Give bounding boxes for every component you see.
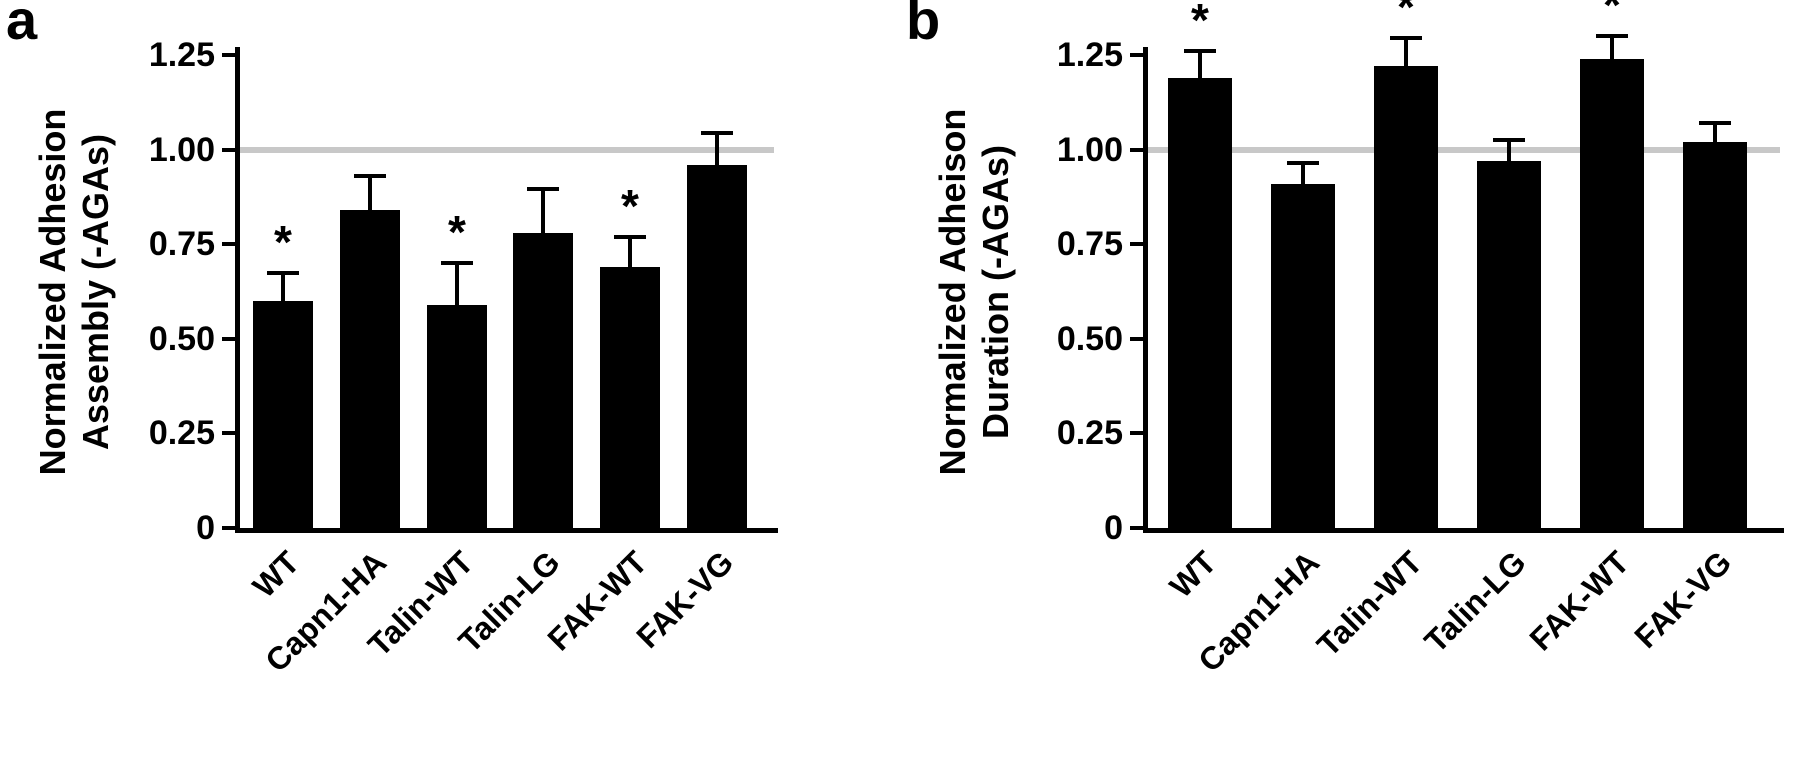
bar (1374, 66, 1438, 528)
error-bar-cap-top (527, 187, 559, 191)
error-bar-cap-bottom (1596, 79, 1628, 83)
error-bar-cap-top (614, 235, 646, 239)
error-bar-cap-top (267, 271, 299, 275)
y-tick-mark (222, 148, 235, 152)
error-bar-cap-top (1493, 138, 1525, 142)
error-bar-cap-bottom (1493, 180, 1525, 184)
error-bar-line (1301, 163, 1305, 204)
bar (687, 165, 747, 528)
x-axis-line (235, 528, 778, 533)
error-bar-cap-top (1699, 121, 1731, 125)
error-bar-line (715, 133, 719, 197)
panel-a: a Normalized Adhesion Assembly (-AGAs) 0… (6, 0, 778, 679)
y-tick-mark (222, 526, 235, 530)
y-axis-line (235, 47, 240, 528)
error-bar-line (1507, 140, 1511, 182)
y-tick-mark (1130, 242, 1143, 246)
y-tick-label: 1.25 (148, 36, 215, 74)
bar (1168, 78, 1232, 528)
error-bar-cap-top (1184, 49, 1216, 53)
significance-asterisk: * (1191, 0, 1209, 46)
bar (1271, 184, 1335, 528)
significance-asterisk: * (1603, 0, 1621, 31)
error-bar-cap-bottom (267, 327, 299, 331)
error-bar-line (368, 176, 372, 244)
y-tick-label: 0.50 (1056, 320, 1123, 358)
y-tick-mark (1130, 148, 1143, 152)
panel-b: b Normalized Adheison Duration (-AGAs) 0… (900, 0, 1800, 769)
error-bar-cap-top (1596, 34, 1628, 38)
error-bar-cap-bottom (701, 195, 733, 199)
error-bar-line (1404, 38, 1408, 95)
y-tick-mark (222, 53, 235, 57)
bar-chart-b: 0 0.25 0.50 0.75 1.00 1.25 * WT Capn1-HA * Talin-W… (900, 0, 1800, 769)
y-tick-label: 0.75 (1056, 225, 1123, 263)
error-bar-cap-bottom (1390, 93, 1422, 97)
bar (253, 301, 313, 528)
y-tick-label: 1.00 (148, 131, 215, 169)
panel-label-a: a (6, 0, 38, 51)
error-bar-cap-top (1390, 36, 1422, 40)
x-tick-label: WT (245, 544, 307, 605)
y-tick-mark (222, 337, 235, 341)
error-bar-cap-bottom (527, 274, 559, 278)
error-bar-line (1713, 123, 1717, 161)
y-tick-mark (222, 431, 235, 435)
x-tick-label: WT (1162, 544, 1224, 605)
reference-line (240, 147, 774, 153)
bar (1477, 161, 1541, 528)
x-tick-label: FAK-VG (629, 544, 741, 655)
y-tick-label: 0.75 (148, 225, 215, 263)
error-bar-line (1198, 51, 1202, 104)
y-tick-label: 0.25 (148, 414, 215, 452)
error-bar-cap-top (701, 131, 733, 135)
error-bar-cap-top (1287, 161, 1319, 165)
x-tick-label: Talin-LG (1416, 544, 1533, 660)
x-axis-line (1143, 528, 1784, 533)
panel-label-b: b (906, 0, 941, 51)
y-tick-label: 1.00 (1056, 131, 1123, 169)
bar (340, 210, 400, 528)
significance-asterisk: * (621, 180, 639, 232)
x-tick-label: Talin-WT (1310, 544, 1430, 664)
y-tick-mark (1130, 53, 1143, 57)
bar (600, 267, 660, 528)
error-bar-cap-bottom (1184, 102, 1216, 106)
error-bar-cap-bottom (1699, 159, 1731, 163)
bar (1580, 59, 1644, 528)
y-tick-label: 0 (1104, 509, 1123, 547)
error-bar-cap-bottom (441, 344, 473, 348)
y-tick-mark (1130, 526, 1143, 530)
y-tick-mark (1130, 431, 1143, 435)
error-bar-cap-top (354, 174, 386, 178)
error-bar-line (281, 273, 285, 329)
y-tick-label: 0 (196, 509, 215, 547)
reference-line (1148, 147, 1780, 153)
x-tick-label: FAK-VG (1627, 544, 1739, 655)
y-tick-label: 1.25 (1056, 36, 1123, 74)
y-tick-label: 0.25 (1056, 414, 1123, 452)
x-tick-label: FAK-WT (1522, 544, 1636, 658)
error-bar-cap-bottom (354, 242, 386, 246)
error-bar-line (1610, 36, 1614, 81)
y-tick-mark (1130, 337, 1143, 341)
significance-asterisk: * (274, 216, 292, 268)
error-bar-cap-bottom (1287, 202, 1319, 206)
y-tick-label: 0.50 (148, 320, 215, 358)
error-bar-line (455, 263, 459, 346)
error-bar-cap-top (441, 261, 473, 265)
y-tick-mark (222, 242, 235, 246)
bar-chart-a: 0 0.25 0.50 0.75 1.00 1.25 * WT Capn1-HA * Talin-W… (148, 36, 778, 679)
bar (1683, 142, 1747, 528)
error-bar-cap-bottom (614, 295, 646, 299)
significance-asterisk: * (1397, 0, 1415, 33)
error-bar-line (628, 237, 632, 297)
bar (513, 233, 573, 528)
significance-asterisk: * (448, 206, 466, 258)
error-bar-line (541, 189, 545, 276)
y-axis-line (1143, 47, 1148, 528)
